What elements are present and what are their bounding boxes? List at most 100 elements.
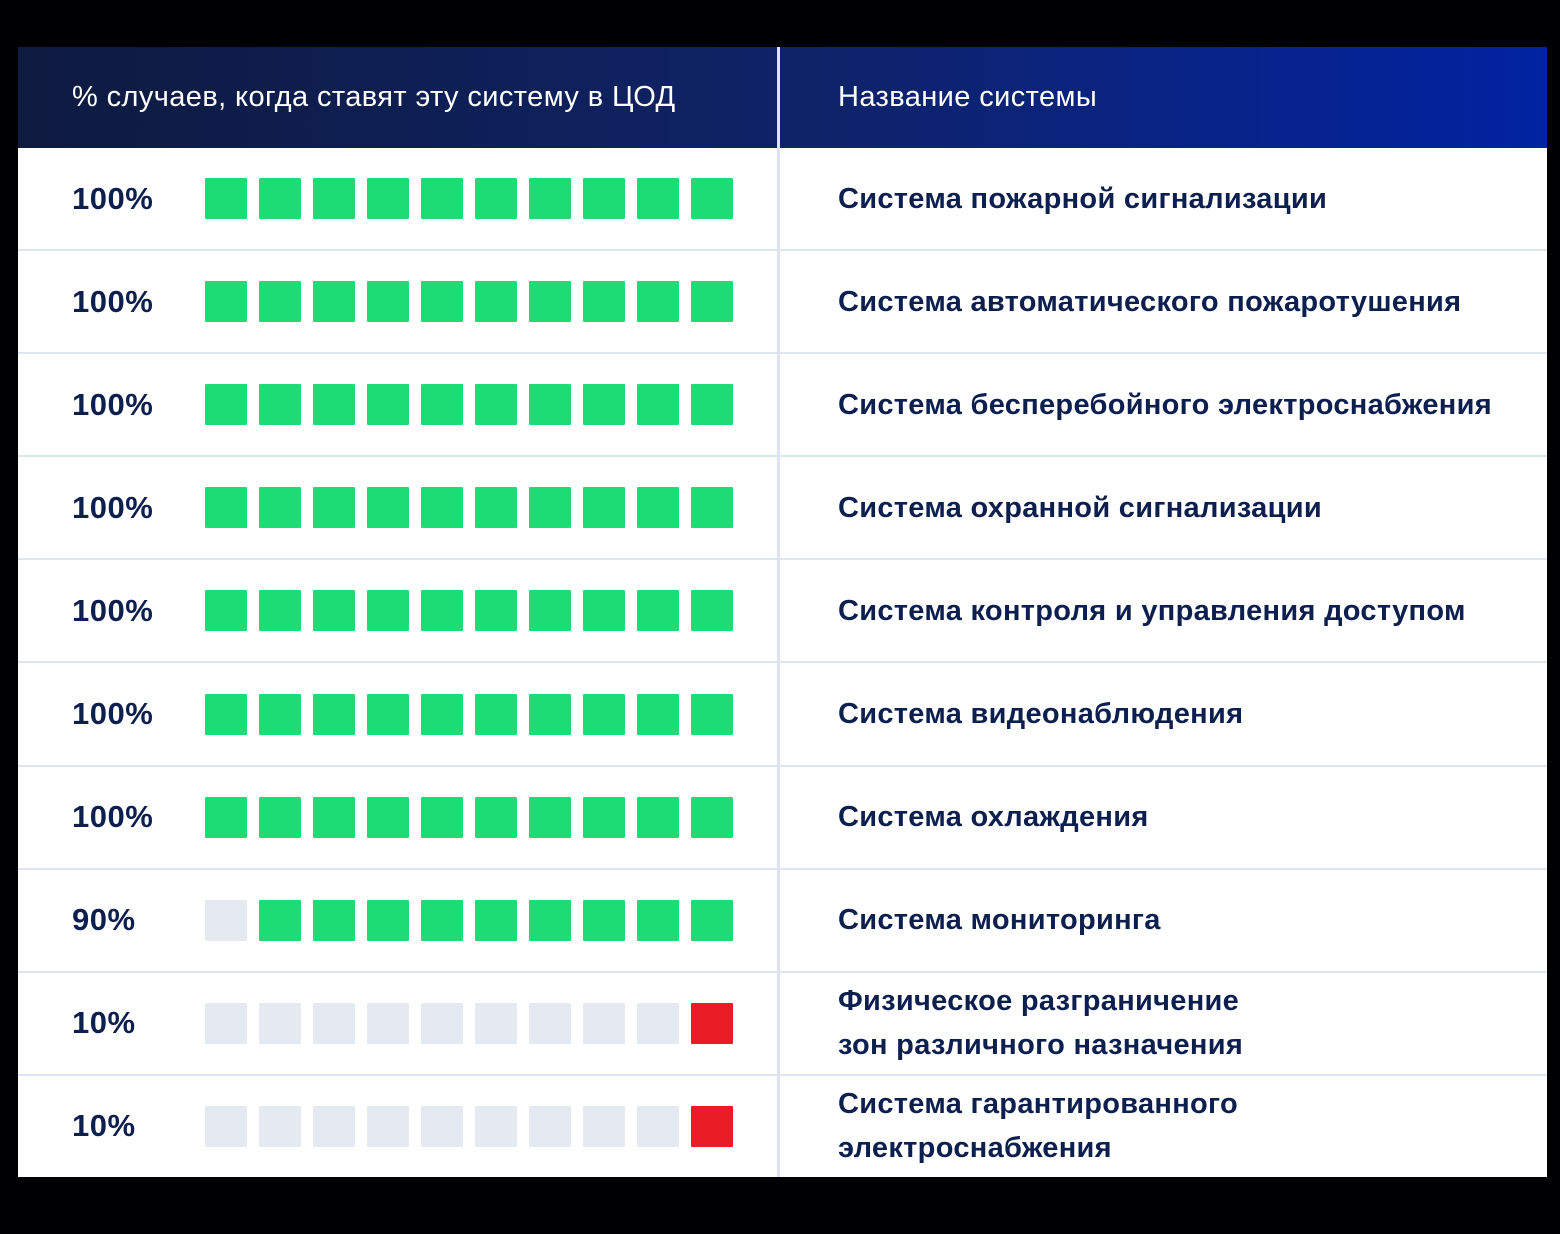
unit-square-green bbox=[691, 590, 733, 632]
unit-square-gray bbox=[475, 1002, 517, 1044]
unit-square-green bbox=[691, 384, 733, 426]
unit-square-gray bbox=[313, 1002, 355, 1044]
unit-square-green bbox=[529, 178, 571, 220]
percent-value: 100% bbox=[72, 489, 154, 525]
table-row: 10% Система гарантированного электроснабж… bbox=[18, 1073, 1547, 1177]
system-name: Система охранной сигнализации bbox=[838, 491, 1322, 524]
table-row: 100% Система контроля и управления доступ… bbox=[18, 558, 1547, 662]
table-row: 100% Система бесперебойного электроснабже… bbox=[18, 352, 1547, 456]
unit-square-green bbox=[583, 590, 625, 632]
header-percent-column: % случаев, когда ставят эту систему в ЦО… bbox=[72, 81, 676, 113]
unit-square-green bbox=[529, 899, 571, 941]
system-name: Система бесперебойного электроснабжения bbox=[838, 388, 1492, 421]
unit-square-gray bbox=[529, 1105, 571, 1147]
table-row: 100% Система пожарной сигнализации bbox=[18, 148, 1547, 250]
table-row: 100% Система охлаждения bbox=[18, 764, 1547, 868]
unit-square-green bbox=[259, 281, 301, 323]
unit-square-green bbox=[691, 899, 733, 941]
system-name: Физическое разграничение зон различного … bbox=[838, 985, 1244, 1062]
unit-squares bbox=[205, 354, 733, 455]
unit-square-green bbox=[367, 281, 409, 323]
percent-value: 10% bbox=[72, 1005, 136, 1041]
unit-square-gray bbox=[205, 899, 247, 941]
unit-square-green bbox=[637, 487, 679, 529]
unit-square-green bbox=[367, 384, 409, 426]
unit-square-green bbox=[583, 796, 625, 838]
unit-square-green bbox=[475, 487, 517, 529]
unit-square-green bbox=[313, 590, 355, 632]
unit-squares bbox=[205, 457, 733, 558]
unit-square-green bbox=[583, 487, 625, 529]
unit-square-green bbox=[421, 590, 463, 632]
table-row: 100% Система охранной сигнализации bbox=[18, 455, 1547, 559]
unit-square-green bbox=[637, 178, 679, 220]
unit-square-green bbox=[421, 178, 463, 220]
unit-square-green bbox=[637, 384, 679, 426]
unit-square-green bbox=[529, 281, 571, 323]
unit-square-green bbox=[691, 178, 733, 220]
unit-square-green bbox=[367, 693, 409, 735]
unit-square-red bbox=[691, 1002, 733, 1044]
column-divider bbox=[777, 47, 780, 1177]
unit-square-green bbox=[583, 899, 625, 941]
unit-square-green bbox=[637, 796, 679, 838]
unit-square-green bbox=[583, 178, 625, 220]
unit-square-gray bbox=[205, 1002, 247, 1044]
unit-squares bbox=[205, 560, 733, 661]
unit-square-green bbox=[529, 590, 571, 632]
unit-squares bbox=[205, 1076, 733, 1177]
unit-square-green bbox=[475, 590, 517, 632]
unit-square-green bbox=[529, 384, 571, 426]
unit-square-gray bbox=[313, 1105, 355, 1147]
unit-square-green bbox=[259, 693, 301, 735]
unit-square-green bbox=[313, 796, 355, 838]
unit-squares bbox=[205, 870, 733, 971]
unit-square-green bbox=[259, 178, 301, 220]
unit-square-green bbox=[475, 899, 517, 941]
unit-square-green bbox=[205, 281, 247, 323]
unit-square-green bbox=[691, 796, 733, 838]
system-name: Система пожарной сигнализации bbox=[838, 182, 1328, 215]
unit-square-gray bbox=[367, 1002, 409, 1044]
unit-square-green bbox=[583, 281, 625, 323]
unit-square-green bbox=[421, 487, 463, 529]
unit-square-green bbox=[313, 487, 355, 529]
unit-squares bbox=[205, 663, 733, 764]
unit-square-red bbox=[691, 1105, 733, 1147]
system-name: Система автоматического пожаротушения bbox=[838, 285, 1462, 318]
percent-value: 100% bbox=[72, 283, 154, 319]
unit-square-green bbox=[529, 796, 571, 838]
unit-square-green bbox=[475, 178, 517, 220]
unit-square-green bbox=[475, 384, 517, 426]
unit-square-green bbox=[205, 693, 247, 735]
unit-square-green bbox=[259, 899, 301, 941]
unit-square-gray bbox=[475, 1105, 517, 1147]
system-name: Система мониторинга bbox=[838, 904, 1161, 937]
unit-square-green bbox=[205, 487, 247, 529]
percent-value: 10% bbox=[72, 1108, 136, 1144]
unit-square-green bbox=[637, 899, 679, 941]
unit-square-gray bbox=[637, 1105, 679, 1147]
unit-square-green bbox=[205, 178, 247, 220]
unit-square-green bbox=[313, 281, 355, 323]
unit-square-gray bbox=[529, 1002, 571, 1044]
unit-square-green bbox=[691, 693, 733, 735]
unit-square-green bbox=[421, 693, 463, 735]
unit-square-gray bbox=[367, 1105, 409, 1147]
unit-square-green bbox=[529, 487, 571, 529]
unit-square-green bbox=[367, 796, 409, 838]
unit-square-gray bbox=[637, 1002, 679, 1044]
unit-square-green bbox=[475, 693, 517, 735]
percent-value: 100% bbox=[72, 180, 154, 216]
unit-square-green bbox=[691, 281, 733, 323]
unit-square-gray bbox=[421, 1105, 463, 1147]
unit-square-green bbox=[637, 693, 679, 735]
unit-square-green bbox=[475, 796, 517, 838]
header-system-name-column: Название системы bbox=[838, 81, 1098, 113]
table-row: 100% Система видеонаблюдения bbox=[18, 661, 1547, 765]
unit-square-green bbox=[691, 487, 733, 529]
unit-square-gray bbox=[259, 1105, 301, 1147]
unit-square-green bbox=[421, 796, 463, 838]
table-row: 10% Физическое разграничение зон различно… bbox=[18, 970, 1547, 1074]
unit-squares bbox=[205, 148, 733, 249]
